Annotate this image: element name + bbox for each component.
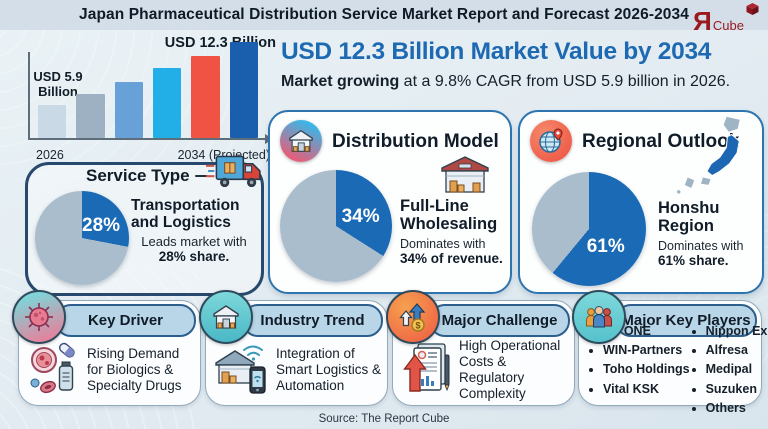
cube-logo-icon: [746, 3, 759, 15]
major-challenge-text: High Operational Costs & Regulatory Comp…: [459, 338, 561, 401]
key-driver-text: Rising Demand for Biologics & Specialty …: [87, 346, 182, 393]
regional-outlook-text: Honshu Region Dominates with 61% share.: [658, 199, 764, 268]
distribution-model-share-label: 34%: [341, 205, 380, 227]
key-players-list: AS ONEWIN-PartnersToho HoldingsVital KSK…: [587, 322, 768, 419]
hero-subtitle: Market growing at a 9.8% CAGR from USD 5…: [281, 73, 761, 91]
distribution-model-title: Distribution Model: [332, 131, 499, 152]
cost-document-icon: [401, 341, 453, 400]
player-item: Others: [706, 399, 768, 418]
service-type-text: Transportation and Logistics Leads marke…: [131, 197, 257, 264]
header-bar: Japan Pharmaceutical Distribution Servic…: [0, 0, 768, 30]
service-type-title: Service Type: [86, 166, 190, 185]
distribution-model-desc: Dominates with: [400, 236, 486, 251]
service-type-header: Service Type: [86, 166, 208, 186]
key-players-header: Major Key Players: [615, 304, 757, 337]
hero-block: USD 12.3 Billion Market Value by 2034 Ma…: [281, 38, 761, 91]
market-growth-bar-chart: USD 12.3 Billion USD 5.9 Billion 2026 20…: [22, 35, 276, 164]
brand-logo: R Cube: [693, 3, 760, 36]
truck-icon: [205, 153, 263, 194]
bar-year-3: [152, 68, 182, 138]
player-item: Toho Holdings: [603, 360, 690, 379]
biologics-icon: [27, 340, 81, 401]
player-item: Alfresa: [706, 341, 768, 360]
regional-outlook-share-label: 61%: [586, 235, 625, 257]
service-type-heading: Transportation and Logistics: [131, 197, 240, 232]
bar-year-2: [114, 82, 143, 138]
key-players-col2: Nippon ExpressAlfresaMedipalSuzukenOther…: [692, 322, 768, 419]
bar-year-1: [76, 94, 105, 138]
major-challenge-card: $ Major Challenge: [386, 290, 575, 406]
logo-word: Cube: [712, 18, 744, 33]
industry-trend-card: Industry Trend: [199, 290, 388, 406]
service-type-share-label: 28%: [82, 214, 121, 236]
distribution-model-text: Full-Line Wholesaling Dominates with 34%…: [400, 197, 506, 266]
player-item: Vital KSK: [603, 380, 690, 399]
regional-outlook-desc: Dominates with: [658, 238, 744, 253]
header-dash: [194, 174, 208, 178]
warehouse-circle-icon: [199, 290, 253, 344]
regional-outlook-title: Regional Outlook: [582, 131, 740, 152]
x-tick-2026: 2026: [36, 148, 64, 162]
bar-2026: [38, 105, 67, 138]
bar-year-4: [191, 56, 220, 138]
major-challenge-title: Major Challenge: [441, 312, 558, 329]
player-item: WIN-Partners: [603, 341, 690, 360]
regional-outlook-pie: 61%: [532, 172, 646, 286]
bar-2034 (Projected): [229, 42, 258, 138]
hero-subtitle-bold: Market growing: [281, 73, 400, 90]
key-players-title: Major Key Players: [621, 312, 751, 329]
service-type-card: Service Type 28% Transportation and Logi…: [25, 155, 264, 296]
key-driver-header: Key Driver: [55, 304, 196, 337]
distribution-model-desc-bold: 34% of revenue.: [400, 250, 503, 266]
service-type-desc: Leads market with: [141, 234, 247, 250]
virus-icon: [12, 290, 66, 344]
bar-value-label-2026: USD 5.9 Billion: [33, 69, 83, 99]
player-item: Suzuken: [706, 380, 768, 399]
globe-pin-icon: [530, 120, 572, 162]
regional-outlook-desc-bold: 61% share.: [658, 252, 729, 268]
source-note: Source: The Report Cube: [318, 413, 450, 425]
distribution-model-card: Distribution Model 34% Full-Line Wholesa…: [268, 110, 512, 294]
y-axis: [28, 52, 30, 140]
hero-subtitle-rest: at a 9.8% CAGR from USD 5.9 billion in 2…: [399, 73, 731, 90]
warehouse-icon: [440, 154, 490, 201]
distribution-model-pie: 34%: [280, 170, 392, 282]
svg-text:$: $: [415, 321, 420, 331]
service-type-desc-bold: 28% share.: [158, 249, 230, 265]
smart-warehouse-icon: [214, 341, 270, 400]
japan-map-icon: [670, 114, 748, 199]
warehouse-circle-icon: [280, 120, 322, 162]
service-type-pie: 28%: [35, 191, 129, 285]
major-challenge-header: Major Challenge: [429, 304, 570, 337]
industry-trend-text: Integration of Smart Logistics & Automat…: [276, 346, 382, 393]
bar-chart-bars: [38, 42, 258, 138]
key-players-card: Major Key Players AS ONEWIN-PartnersToho…: [572, 290, 768, 415]
industry-trend-title: Industry Trend: [260, 312, 365, 329]
player-item: Nippon Express: [706, 322, 768, 341]
people-icon: [572, 290, 626, 344]
x-axis: [28, 134, 273, 144]
industry-trend-header: Industry Trend: [242, 304, 383, 337]
player-item: Medipal: [706, 360, 768, 379]
growth-arrows-icon: $: [386, 290, 440, 344]
regional-outlook-card: Regional Outlook 61% Honshu Region Domin…: [518, 110, 764, 294]
x-tick-2034: 2034 (Projected): [177, 148, 270, 162]
key-driver-card: Key Driver: [12, 290, 201, 406]
hero-title: USD 12.3 Billion Market Value by 2034: [281, 38, 712, 65]
report-title: Japan Pharmaceutical Distribution Servic…: [79, 6, 689, 23]
regional-outlook-heading: Honshu Region: [658, 199, 720, 235]
key-driver-title: Key Driver: [87, 312, 164, 329]
distribution-model-heading: Full-Line Wholesaling: [400, 197, 498, 233]
logo-r-letter: R: [693, 6, 712, 36]
